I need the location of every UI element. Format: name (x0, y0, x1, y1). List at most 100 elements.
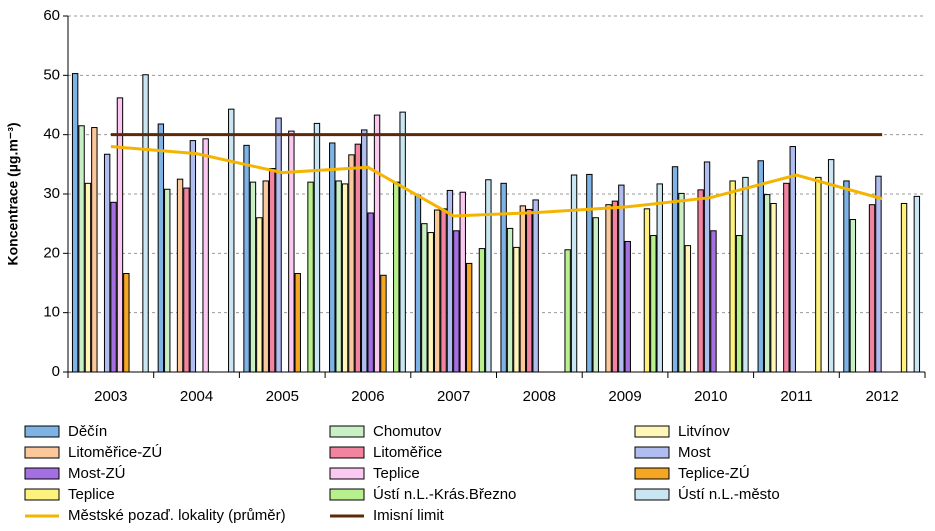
bar (564, 249, 571, 373)
bar (843, 180, 850, 373)
bar (361, 129, 368, 373)
legend-swatch (24, 446, 60, 459)
bar (868, 204, 876, 373)
bar (513, 246, 520, 373)
bar (373, 114, 381, 373)
legend-label: Městské pozaď. lokality (průměr) (68, 507, 286, 524)
bar (913, 195, 921, 373)
bar (367, 212, 374, 373)
x-tick-label: 2003 (94, 388, 127, 405)
legend-swatch (634, 467, 670, 480)
bar (789, 146, 796, 373)
bar (78, 125, 85, 373)
bar (103, 153, 111, 373)
bar (341, 183, 349, 373)
bar (123, 273, 130, 373)
legend-swatch (24, 425, 60, 438)
bar (399, 111, 406, 373)
bar (697, 189, 704, 373)
x-tick-label: 2010 (694, 388, 727, 405)
legend-label: Litoměřice (373, 444, 442, 461)
bar (703, 161, 711, 373)
legend-swatch (329, 488, 365, 501)
bar (592, 217, 599, 373)
bar (478, 248, 486, 373)
bar (678, 192, 685, 373)
bar (532, 199, 539, 373)
legend-swatch (329, 425, 365, 438)
bar (288, 130, 295, 373)
legend-swatch (634, 446, 670, 459)
legend-swatch (24, 488, 60, 501)
bar (313, 122, 321, 373)
bar (329, 142, 336, 373)
bar (110, 201, 117, 373)
bar (164, 188, 171, 373)
legend-swatch (329, 446, 365, 459)
legend-label: Imisní limit (373, 507, 445, 524)
bar (116, 97, 124, 373)
bar (500, 182, 507, 373)
bar (684, 245, 692, 373)
bar (875, 175, 882, 373)
bar (335, 180, 342, 373)
bar (84, 182, 92, 373)
bar (262, 180, 269, 373)
legend-swatch (634, 488, 670, 501)
x-tick-label: 2004 (180, 388, 213, 405)
bar (91, 127, 98, 373)
bar (307, 181, 314, 373)
y-tick-label: 0 (52, 363, 60, 380)
bar (485, 179, 492, 373)
bar (650, 235, 657, 373)
bar (763, 194, 771, 373)
bar (671, 166, 679, 373)
bar (393, 181, 400, 373)
bar (294, 273, 301, 373)
bar (142, 74, 149, 373)
bar (354, 143, 362, 373)
bar (770, 202, 777, 373)
bar (440, 208, 447, 373)
bar (268, 167, 276, 373)
legend-label: Most-ZÚ (68, 465, 126, 482)
legend-label: Ústí n.L.-Krás.Březno (373, 486, 516, 503)
bar (348, 154, 355, 373)
bar (735, 235, 743, 373)
bar (526, 208, 533, 373)
bar (465, 262, 473, 373)
legend-label: Litoměřice-ZÚ (68, 444, 162, 461)
bar (427, 232, 434, 373)
bar (256, 217, 263, 373)
x-tick-label: 2012 (865, 388, 898, 405)
x-tick-label: 2005 (266, 388, 299, 405)
bar (656, 183, 663, 373)
y-tick-label: 30 (43, 185, 60, 202)
bar (446, 189, 454, 373)
bar (710, 230, 717, 373)
bar (900, 202, 908, 373)
bar (183, 187, 190, 373)
bar (459, 191, 466, 373)
legend-label: Ústí n.L.-město (678, 486, 780, 503)
bar (453, 230, 460, 373)
y-axis-label: Koncentrace (µg.m⁻³) (5, 122, 21, 265)
legend-label: Chomutov (373, 423, 442, 440)
y-tick-label: 40 (43, 126, 60, 143)
bar (815, 176, 822, 373)
bar (618, 184, 625, 373)
y-tick-label: 20 (43, 244, 60, 261)
bar (519, 205, 527, 373)
bar (71, 73, 79, 373)
bar (827, 159, 835, 373)
legend-label: Litvínov (678, 423, 730, 440)
bar (586, 173, 593, 373)
x-tick-label: 2008 (523, 388, 556, 405)
x-tick-label: 2011 (780, 388, 812, 405)
bar (421, 223, 428, 373)
line (110, 145, 883, 218)
bar (433, 209, 441, 373)
bar (506, 227, 514, 373)
bar (605, 204, 612, 373)
